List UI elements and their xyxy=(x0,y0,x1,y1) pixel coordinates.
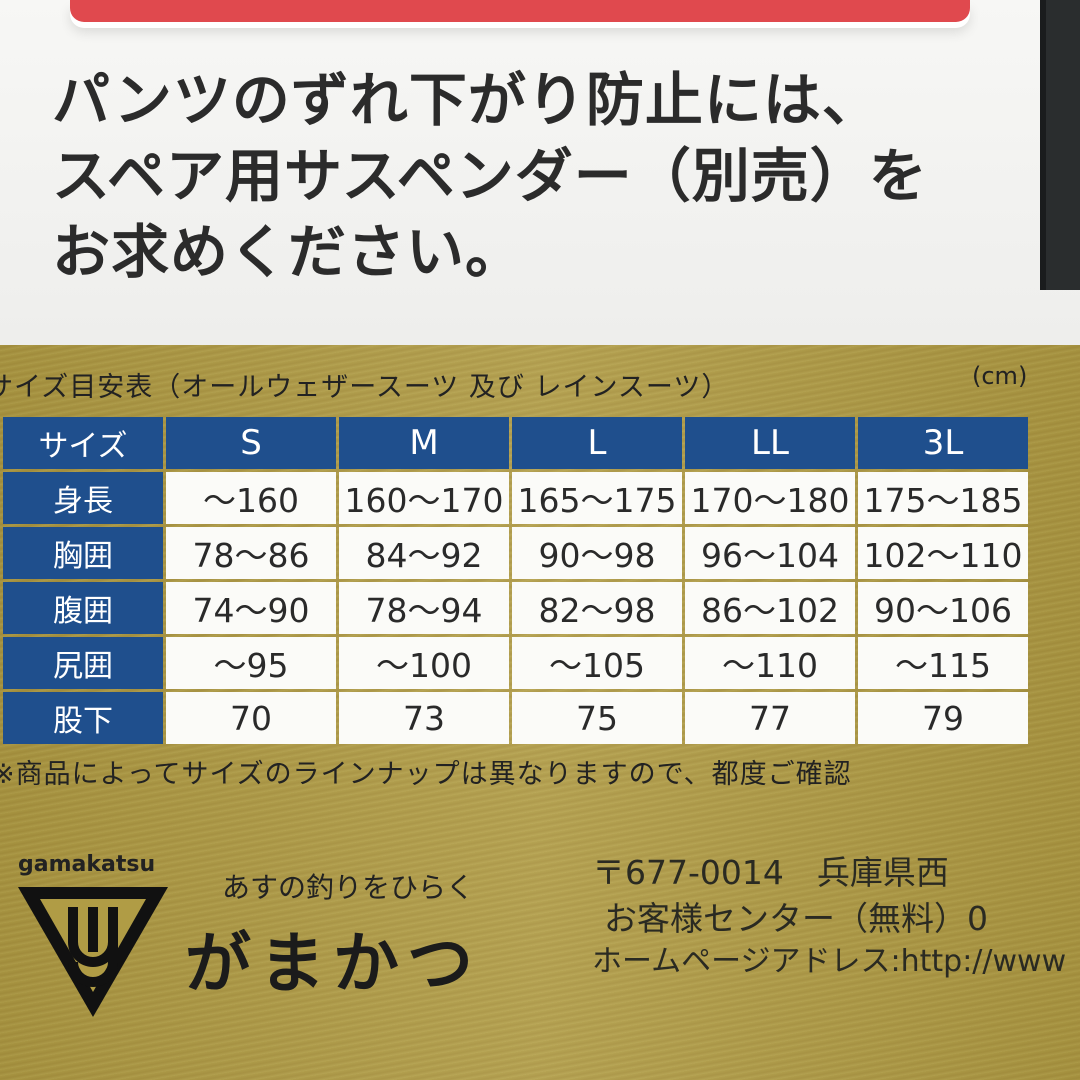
contact-info: 〒677-0014 兵庫県西 お客様センター（無料）0 ホームページアドレス:h… xyxy=(592,850,1066,982)
table-row: 胸囲 78～86 84～92 90～98 96～104 102～110 xyxy=(3,527,1028,579)
table-cell: 165～175 xyxy=(512,472,682,524)
row-label: 胸囲 xyxy=(3,527,163,579)
header-label: サイズ xyxy=(3,417,163,469)
lineup-note: ※商品によってサイズのラインナップは異なりますので、都度ご確認 xyxy=(0,759,852,790)
header-row: サイズ S M L LL 3L xyxy=(3,417,1028,469)
slogan: あすの釣りをひらく xyxy=(222,871,475,904)
table-cell: ～115 xyxy=(858,637,1028,689)
table-cell: 86～102 xyxy=(685,582,855,634)
table-cell: ～110 xyxy=(685,637,855,689)
table-cell: 78～86 xyxy=(166,527,336,579)
table-cell: 75 xyxy=(512,692,682,744)
row-label: 身長 xyxy=(3,472,163,524)
red-heading-fragment xyxy=(70,0,970,22)
logo-emblem-icon xyxy=(18,887,168,1017)
table-row: 股下 70 73 75 77 79 xyxy=(3,692,1028,744)
table-row: 腹囲 74～90 78～94 82～98 86～102 90～106 xyxy=(3,582,1028,634)
table-row: 身長 ～160 160～170 165～175 170～180 175～185 xyxy=(3,472,1028,524)
table-cell: 79 xyxy=(858,692,1028,744)
row-label: 股下 xyxy=(3,692,163,744)
table-cell: 90～106 xyxy=(858,582,1028,634)
table-cell: 160～170 xyxy=(339,472,509,524)
table-cell: 78～94 xyxy=(339,582,509,634)
size-chart-title: サイズ目安表（オールウェザースーツ 及び レインスーツ） xyxy=(0,372,730,403)
table-cell: 170～180 xyxy=(685,472,855,524)
table-cell: 82～98 xyxy=(512,582,682,634)
table-cell: ～105 xyxy=(512,637,682,689)
column-header: S xyxy=(166,417,336,469)
table-cell: 84～92 xyxy=(339,527,509,579)
table-cell: ～160 xyxy=(166,472,336,524)
size-chart-table: サイズ S M L LL 3L 身長 ～160 160～170 165～175 170～… xyxy=(0,414,1031,747)
brand-name: がまかつ xyxy=(185,925,481,1002)
address: 〒677-0014 兵庫県西 xyxy=(592,853,949,892)
product-image-edge xyxy=(1040,0,1080,290)
customer-center: お客様センター（無料）0 xyxy=(604,899,988,938)
table-cell: 77 xyxy=(685,692,855,744)
notice-line: お求めください。 xyxy=(52,218,525,286)
notice-line: パンツのずれ下がり防止には、 xyxy=(52,66,881,134)
white-panel xyxy=(0,0,1080,345)
notice-line: スペア用サスペンダー（別売）を xyxy=(52,142,928,210)
table-cell: 102～110 xyxy=(858,527,1028,579)
table-cell: ～95 xyxy=(166,637,336,689)
brand-small-text: gamakatsu xyxy=(18,852,156,877)
gamakatsu-logo: gamakatsu xyxy=(18,852,168,1021)
column-header: LL xyxy=(685,417,855,469)
table-cell: 175～185 xyxy=(858,472,1028,524)
table-cell: 70 xyxy=(166,692,336,744)
table-cell: 73 xyxy=(339,692,509,744)
suspender-notice: パンツのずれ下がり防止には、 スペア用サスペンダー（別売）を お求めください。 xyxy=(52,62,928,290)
row-label: 尻囲 xyxy=(3,637,163,689)
column-header: L xyxy=(512,417,682,469)
table-cell: 90～98 xyxy=(512,527,682,579)
table-row: 尻囲 ～95 ～100 ～105 ～110 ～115 xyxy=(3,637,1028,689)
column-header: 3L xyxy=(858,417,1028,469)
row-label: 腹囲 xyxy=(3,582,163,634)
table-cell: 74～90 xyxy=(166,582,336,634)
homepage-address: ホームページアドレス:http://www xyxy=(592,944,1067,979)
table-cell: 96～104 xyxy=(685,527,855,579)
table-cell: ～100 xyxy=(339,637,509,689)
column-header: M xyxy=(339,417,509,469)
unit-label: (cm) xyxy=(972,362,1028,390)
